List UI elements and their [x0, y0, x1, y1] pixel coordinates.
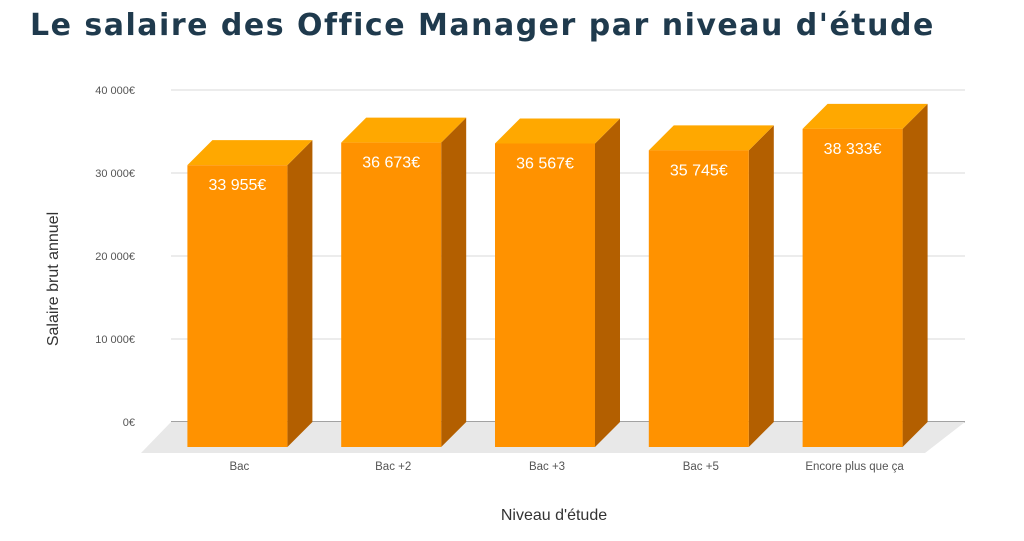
bar-side: [441, 117, 467, 447]
y-tick-label: 30 000€: [95, 168, 135, 180]
y-tick-label: 10 000€: [95, 334, 135, 346]
x-axis-title: Niveau d'étude: [501, 507, 607, 524]
bar-top: [495, 118, 620, 144]
y-tick-label: 40 000€: [95, 85, 135, 97]
bar-value-label: 36 673€: [362, 155, 420, 172]
bars: [187, 103, 928, 448]
y-axis-title: Salaire brut annuel: [45, 212, 62, 346]
bar-value-label: 38 333€: [824, 141, 882, 158]
bar-value-label: 36 567€: [516, 155, 574, 172]
bar-side: [748, 125, 774, 447]
x-tick-label: Encore plus que ça: [805, 461, 904, 473]
bar-side: [287, 140, 313, 447]
x-tick-label: Bac +2: [375, 461, 411, 473]
bar-top: [648, 125, 774, 151]
bar: [648, 125, 774, 447]
bar-side: [902, 103, 928, 448]
bar: [187, 140, 313, 447]
chart-title: Le salaire des Office Manager par niveau…: [30, 8, 935, 43]
bar-value-label: 33 955€: [208, 177, 266, 194]
x-tick-label: Bac +5: [683, 461, 719, 473]
y-tick-label: 20 000€: [95, 251, 135, 263]
bar-side: [595, 118, 620, 447]
bar-front: [802, 128, 903, 447]
bar-front: [495, 143, 595, 447]
bar-top: [187, 140, 313, 166]
labels: 33 955€ Bac 36 673€ Bac +2 36 567€ Bac +3 35 7…: [208, 141, 904, 473]
bar: [495, 118, 620, 447]
x-tick-label: Bac: [229, 461, 249, 473]
x-tick-label: Bac +3: [529, 461, 565, 473]
bar-front: [341, 142, 442, 447]
bar-top: [802, 103, 928, 129]
y-tick-label: 0€: [123, 417, 135, 429]
bar-value-label: 35 745€: [670, 162, 728, 179]
bar-front: [648, 150, 749, 447]
bar: [341, 117, 467, 447]
bar-front: [187, 165, 288, 447]
bar-top: [341, 117, 467, 143]
bar: [802, 103, 928, 448]
